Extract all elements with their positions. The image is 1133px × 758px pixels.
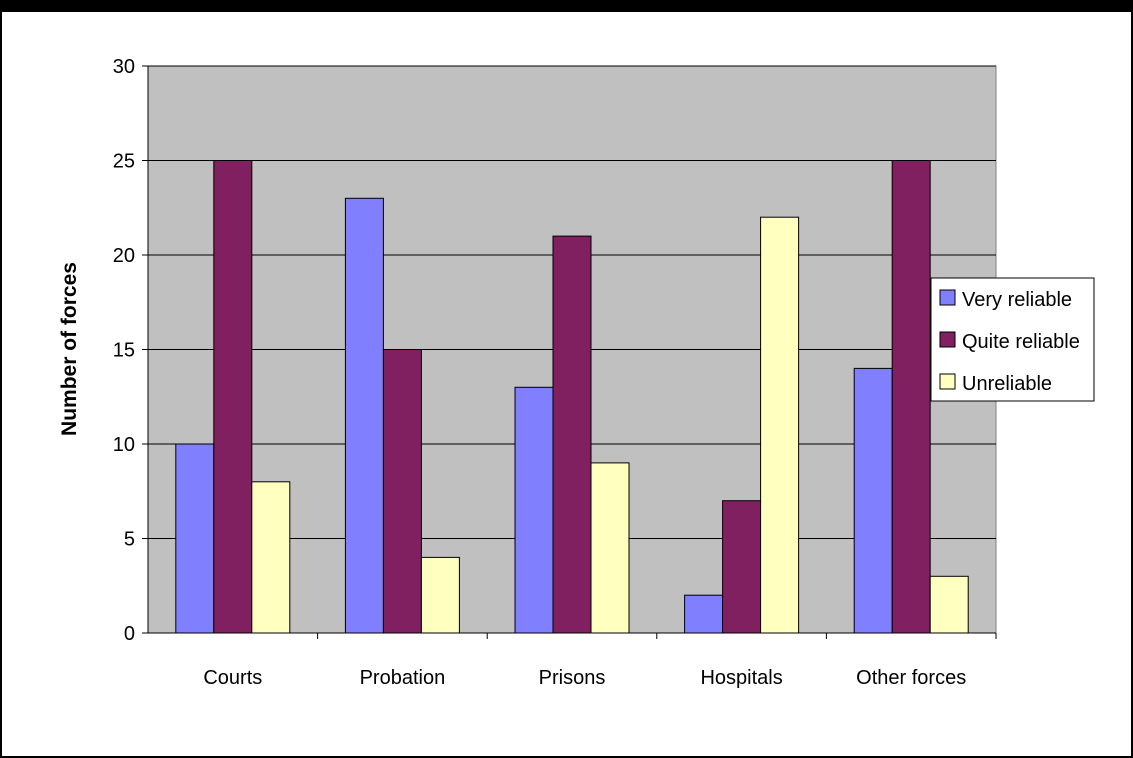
y-tick-label: 20 [113, 245, 135, 267]
bar-very-reliable-hospitals [684, 594, 724, 634]
y-tick-label: 10 [113, 434, 135, 456]
x-tick-label: Hospitals [700, 667, 782, 689]
bar-very-reliable-probation [344, 197, 384, 634]
x-tick-label: Probation [360, 667, 446, 689]
bars [175, 160, 969, 634]
legend-box [930, 277, 1095, 402]
bar-unreliable-other-forces [929, 575, 969, 634]
bar-quite-reliable-probation [382, 349, 422, 634]
x-tick-labels: Courts Probation Prisons Hospitals Other for… [203, 667, 966, 689]
bar-quite-reliable-courts [213, 160, 253, 634]
bar-unreliable-probation [420, 556, 460, 634]
y-tick-label: 15 [113, 340, 135, 362]
legend-label: Unreliable [962, 373, 1052, 395]
x-tick-label: Other forces [856, 667, 966, 689]
bar-quite-reliable-prisons [552, 235, 592, 634]
x-tick-label: Courts [203, 667, 262, 689]
y-tick-labels: 0 5 10 15 20 25 30 [113, 56, 135, 645]
bar-very-reliable-other-forces [853, 367, 893, 634]
bar-unreliable-hospitals [760, 216, 800, 634]
bar-unreliable-prisons [590, 462, 630, 634]
y-tick-label: 25 [113, 151, 135, 173]
legend-swatch [939, 331, 956, 348]
y-tick-label: 30 [113, 56, 135, 78]
legend-swatch [939, 289, 956, 306]
axes [142, 65, 997, 639]
y-axis-label: Number of forces [58, 262, 81, 436]
legend-label: Very reliable [962, 289, 1072, 311]
y-tick-label: 0 [124, 623, 135, 645]
legend-swatch [939, 373, 956, 390]
y-tick-label: 5 [124, 529, 135, 551]
bar-very-reliable-courts [175, 443, 215, 634]
bar-very-reliable-prisons [514, 386, 554, 634]
bar-quite-reliable-other-forces [891, 160, 931, 634]
legend-label: Quite reliable [962, 331, 1080, 353]
legend: Very reliable Quite reliable Unreliable [930, 277, 1095, 402]
x-tick-label: Prisons [539, 667, 606, 689]
bar-quite-reliable-hospitals [722, 500, 762, 634]
bar-unreliable-courts [251, 481, 291, 634]
